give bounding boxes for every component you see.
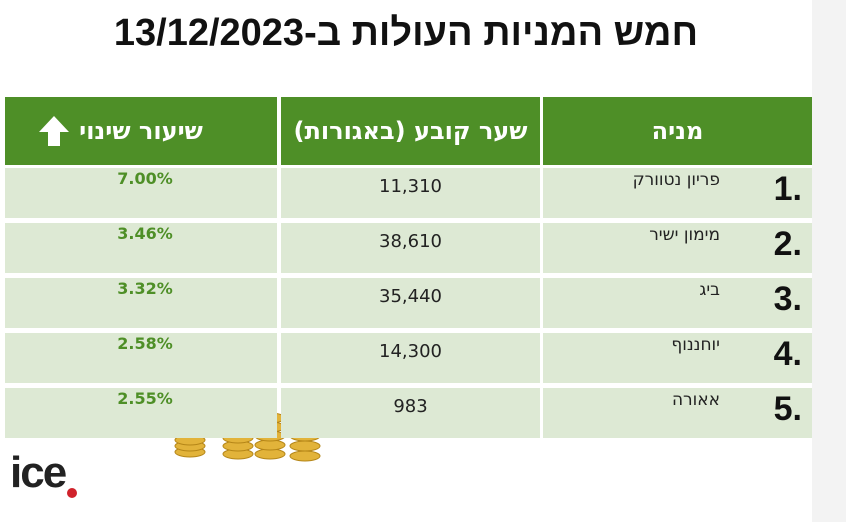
row-cell xyxy=(5,278,277,328)
arrow-up-icon xyxy=(39,116,69,146)
row-cell xyxy=(543,278,812,328)
change: 2.55% xyxy=(117,389,173,408)
change: 3.46% xyxy=(117,224,173,243)
row-cell xyxy=(543,223,812,273)
change: 2.58% xyxy=(117,334,173,353)
rank: 3. xyxy=(773,280,802,318)
price: 35,440 xyxy=(379,286,442,307)
row-cell xyxy=(543,388,812,438)
row-cell xyxy=(281,278,540,328)
price: 38,610 xyxy=(379,231,442,252)
row-cell xyxy=(5,388,277,438)
row-cell xyxy=(281,388,540,438)
row-cell xyxy=(281,223,540,273)
logo-dot xyxy=(67,488,77,498)
rank: 4. xyxy=(773,335,802,373)
header-cell: מניה xyxy=(543,97,812,165)
row-cell xyxy=(281,168,540,218)
stock-name: יוחננוף xyxy=(671,335,720,355)
price: 11,310 xyxy=(379,176,442,197)
rank: 1. xyxy=(773,170,802,208)
stock-name: אאורה xyxy=(671,390,720,410)
side-strip xyxy=(812,0,846,522)
row-cell xyxy=(5,168,277,218)
logo: ice xyxy=(10,448,67,497)
price: 14,300 xyxy=(379,341,442,362)
stock-name: ביג xyxy=(699,280,720,300)
row-cell xyxy=(543,333,812,383)
row-cell xyxy=(543,168,812,218)
title: חמש המניות העולות ב-13/12/2023 xyxy=(113,12,699,54)
row-cell xyxy=(5,223,277,273)
change: 3.32% xyxy=(117,279,173,298)
header-cell: שער קובע (באגורות) xyxy=(281,97,540,165)
stock-name: פריון נטוורק xyxy=(632,170,720,190)
row-cell xyxy=(5,333,277,383)
change: 7.00% xyxy=(117,169,173,188)
row-cell xyxy=(281,333,540,383)
rank: 5. xyxy=(773,390,802,428)
price: 983 xyxy=(393,396,428,417)
rank: 2. xyxy=(773,225,802,263)
stock-name: מימון ישיר xyxy=(649,225,720,245)
